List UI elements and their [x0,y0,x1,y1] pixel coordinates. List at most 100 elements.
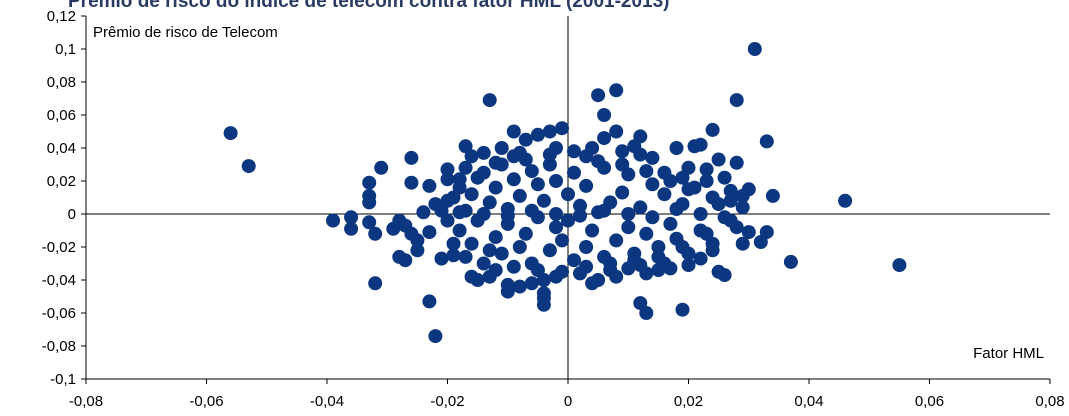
data-point [597,203,612,218]
data-point [410,243,425,258]
data-point [536,297,551,312]
data-point [567,144,581,159]
data-point [609,83,624,98]
data-point [500,277,515,292]
data-point [711,197,726,212]
data-point [639,266,654,281]
data-point [362,195,377,210]
data-point [536,273,551,287]
data-point [362,175,377,190]
x-tick-label: 0,04 [794,393,823,410]
data-point [717,210,732,225]
chart-labels: 0,12 0,1 0,08 0,06 0,04 0,02 0 -0,02 -0,04 -0,06 -… [42,8,1065,410]
y-axis-label: Prêmio de risco de Telecom [93,24,278,41]
data-point [609,124,624,139]
data-point [512,279,527,294]
data-point [542,157,557,172]
data-point [627,253,642,268]
data-point [555,233,569,248]
data-point [639,226,654,241]
data-point [597,131,612,146]
data-point [536,286,551,301]
data-point [663,216,678,231]
data-point [669,202,684,216]
data-point [633,200,648,215]
data-point [705,122,720,137]
data-point [464,187,479,202]
data-point [494,246,509,261]
data-point [512,145,527,160]
data-point [542,124,557,139]
data-point [705,243,720,258]
data-point [729,93,744,108]
data-point [549,207,563,221]
data-point [579,178,594,193]
data-point [482,195,497,210]
data-point [476,145,491,160]
y-tick-label: 0,06 [47,107,76,124]
data-point [645,150,660,165]
data-point [717,268,732,283]
data-point [633,129,648,144]
data-point [735,236,750,251]
chart-title: Prêmio de risco do índice de telecom con… [68,0,670,12]
data-point [476,256,491,271]
data-point [422,225,437,240]
data-point [223,126,238,141]
data-point [470,170,485,185]
data-point [506,124,521,139]
data-point [591,273,606,287]
data-point [609,269,624,284]
data-point [362,215,377,230]
data-point [530,127,545,142]
data-point [488,230,503,245]
data-point [675,302,690,317]
data-point [735,200,750,215]
y-tick-label: -0,06 [42,305,76,322]
data-point [446,248,461,263]
data-point [368,276,383,291]
data-point [567,253,581,268]
data-point [645,210,660,225]
y-tick-label: -0,02 [42,239,76,256]
data-point [458,160,473,175]
data-point [458,249,473,264]
data-point [416,205,431,220]
data-point [633,147,648,162]
y-tick-label: 0,12 [47,8,76,25]
data-point [542,243,557,258]
data-point [452,205,467,220]
data-point [518,226,533,241]
data-point [892,258,907,273]
y-tick-label: 0,1 [55,41,76,58]
data-point [500,208,515,223]
data-point [542,147,557,162]
data-point [573,208,587,223]
data-point [524,203,539,218]
x-tick-label: 0,06 [915,393,944,410]
data-point [729,220,744,235]
data-point [434,251,449,266]
data-point [404,175,419,190]
x-tick-label: -0,02 [430,393,464,410]
data-point [567,165,581,180]
x-tick-label: 0 [564,393,572,410]
data-point [783,254,798,269]
y-tick-label: 0,08 [47,74,76,91]
data-point [506,259,521,274]
data-point [639,306,654,320]
data-point [657,187,672,202]
data-point [549,220,563,235]
data-point [488,180,503,195]
data-point [241,159,256,174]
data-point [723,183,738,198]
data-point [561,187,575,202]
data-point [639,164,654,179]
x-tick-label: -0,04 [310,393,344,410]
data-point [699,162,714,177]
y-tick-label: 0,04 [47,140,76,157]
data-point [699,174,714,188]
data-point [410,233,425,248]
